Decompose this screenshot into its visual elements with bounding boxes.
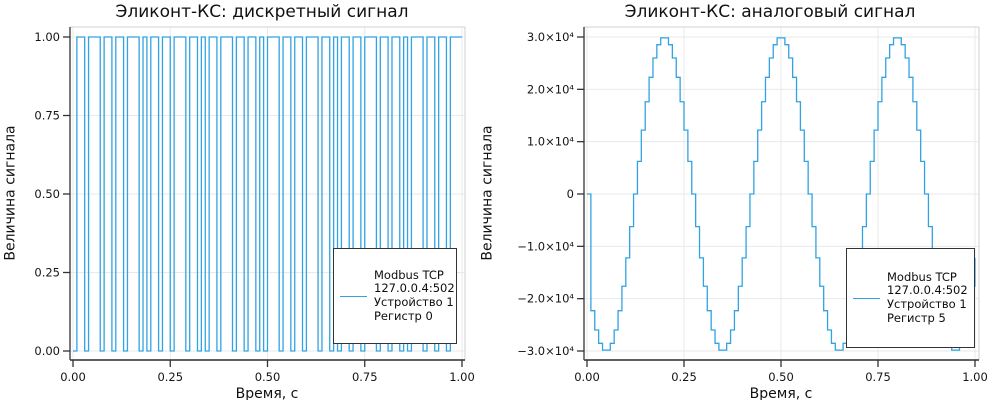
y-tick-label: 3.0×10⁴: [527, 30, 575, 44]
y-tick-label: −2.0×10⁴: [517, 292, 574, 306]
y-axis-label-discrete: Величина сигнала: [2, 125, 19, 261]
y-tick-label: −3.0×10⁴: [517, 344, 574, 358]
x-tick-label: 0.50: [255, 370, 281, 384]
x-tick-label: 0.00: [60, 370, 86, 384]
chart-title-discrete: Эликонт-КС: дискретный сигнал: [115, 2, 409, 22]
legend-text: Modbus TCP 127.0.0.4:502 Устройство 1 Ре…: [374, 267, 455, 323]
y-tick-label: 0.00: [34, 344, 60, 358]
y-tick-label: 0: [567, 187, 574, 201]
legend-line-sample: [853, 297, 880, 299]
legend-line-4: Регистр 5: [887, 310, 946, 325]
y-tick-label: 2.0×10⁴: [527, 82, 575, 96]
x-tick-label: 0.25: [157, 370, 183, 384]
series-line: [73, 36, 462, 352]
legend-line-4: Регистр 0: [374, 308, 433, 323]
axis-ticks: 0.00 0.25 0.50 0.75 1.00 −3.0×10⁴ −2.0×10⁴ −1.0…: [517, 30, 988, 384]
chart-1: 0.00 0.25 0.50 0.75 1.00 −3.0×10⁴ −2.0×10⁴ −1.0…: [517, 26, 988, 384]
legend-line-2: 127.0.0.4:502: [887, 283, 968, 298]
x-tick-label: 1.00: [449, 370, 475, 384]
grid: [584, 27, 979, 360]
x-axis-label-analog: Время, с: [749, 386, 813, 400]
legend-box-analog: Modbus TCP 127.0.0.4:502 Устройство 1 Ре…: [846, 248, 975, 348]
chart-title-analog: Эликонт-КС: аналоговый сигнал: [624, 2, 916, 22]
x-tick-label: 1.00: [962, 370, 988, 384]
legend-text: Modbus TCP 127.0.0.4:502 Устройство 1 Ре…: [887, 269, 968, 325]
legend-line-2: 127.0.0.4:502: [374, 281, 455, 296]
x-axis-label-discrete: Время, с: [235, 386, 299, 400]
x-tick-label: 0.75: [352, 370, 378, 384]
legend-line-sample: [340, 295, 367, 297]
y-tick-label: 0.25: [34, 266, 60, 280]
series-line: [587, 37, 976, 351]
x-tick-label: 0.75: [865, 370, 891, 384]
x-tick-label: 0.00: [574, 370, 600, 384]
y-tick-label: 0.50: [34, 187, 60, 201]
legend-line-1: Modbus TCP: [887, 269, 957, 284]
x-tick-label: 0.25: [671, 370, 697, 384]
legend-box-discrete: Modbus TCP 127.0.0.4:502 Устройство 1 Ре…: [333, 248, 457, 344]
y-tick-label: 0.75: [34, 109, 60, 123]
axis-ticks: 0.00 0.25 0.50 0.75 1.00 0.00 0.25 0.50 0.75 1.00: [34, 30, 474, 384]
x-tick-label: 0.50: [768, 370, 794, 384]
chart-0: 0.00 0.25 0.50 0.75 1.00 0.00 0.25 0.50 0.75 1.00: [34, 26, 475, 384]
y-tick-label: 1.00: [34, 30, 60, 44]
y-tick-label: 1.0×10⁴: [527, 135, 575, 149]
y-tick-label: −1.0×10⁴: [517, 239, 574, 253]
legend-line-1: Modbus TCP: [374, 267, 444, 282]
legend-line-3: Устройство 1: [887, 297, 967, 311]
y-axis-label-analog: Величина сигнала: [479, 125, 496, 261]
legend-line-3: Устройство 1: [374, 295, 454, 309]
